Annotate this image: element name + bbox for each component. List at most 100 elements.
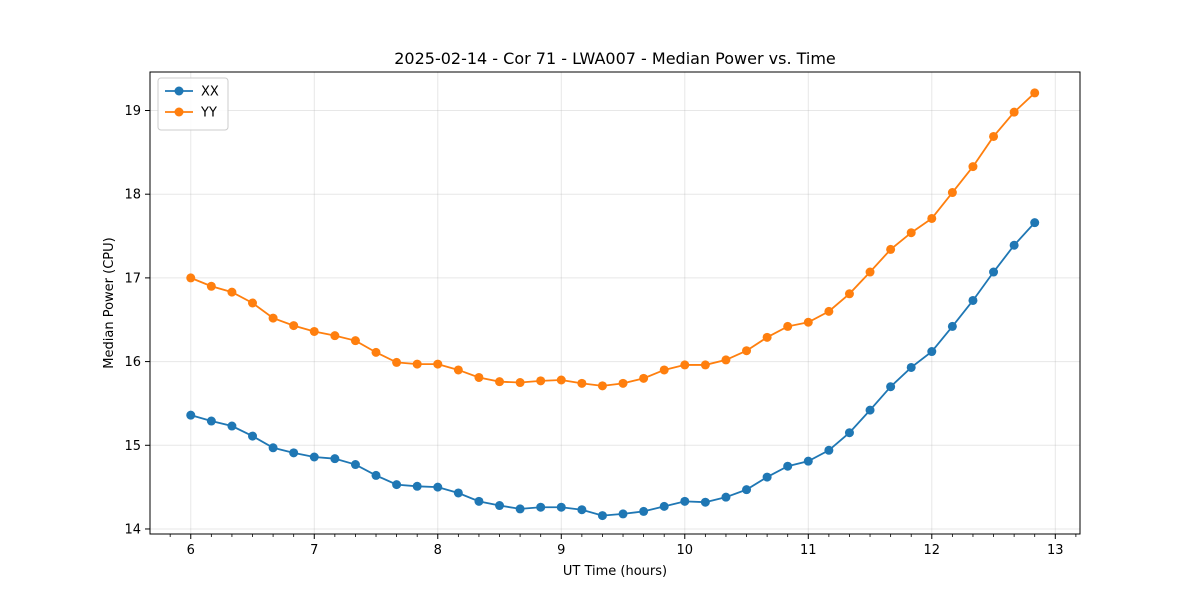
data-point-xx — [1009, 240, 1019, 250]
data-point-xx — [639, 506, 649, 516]
data-point-yy — [330, 331, 340, 341]
data-point-yy — [906, 228, 916, 238]
x-tick-label: 6 — [187, 543, 195, 558]
y-tick-label: 15 — [124, 439, 141, 454]
data-point-xx — [700, 497, 710, 507]
data-point-yy — [824, 306, 834, 316]
data-point-xx — [433, 482, 443, 492]
data-point-yy — [762, 332, 772, 342]
data-point-yy — [268, 313, 278, 323]
data-point-yy — [392, 357, 402, 367]
data-point-yy — [556, 375, 566, 385]
x-tick-label: 7 — [310, 543, 318, 558]
data-point-yy — [186, 273, 196, 283]
data-point-xx — [371, 470, 381, 480]
data-point-xx — [742, 485, 752, 495]
y-tick-label: 18 — [124, 188, 141, 203]
data-point-yy — [968, 162, 978, 172]
data-point-xx — [968, 295, 978, 305]
data-point-yy — [227, 287, 237, 297]
x-tick-label: 12 — [924, 543, 941, 558]
data-point-xx — [515, 504, 525, 514]
data-point-xx — [762, 472, 772, 482]
data-point-xx — [412, 481, 422, 491]
data-point-xx — [577, 505, 587, 515]
x-axis-label: UT Time (hours) — [563, 564, 667, 579]
data-point-yy — [371, 347, 381, 357]
data-point-xx — [618, 509, 628, 519]
data-point-yy — [350, 336, 360, 346]
data-point-xx — [206, 416, 216, 426]
data-point-yy — [495, 377, 505, 387]
data-point-yy — [639, 373, 649, 383]
chart-title: 2025-02-14 - Cor 71 - LWA007 - Median Po… — [394, 49, 836, 68]
data-point-xx — [536, 502, 546, 512]
data-point-yy — [309, 326, 319, 336]
data-point-xx — [309, 452, 319, 462]
legend-marker-yy — [174, 107, 184, 117]
data-point-yy — [289, 321, 299, 331]
data-point-yy — [844, 289, 854, 299]
data-point-xx — [659, 501, 669, 511]
data-point-xx — [597, 511, 607, 521]
series-group — [186, 88, 1040, 521]
grid-lines — [150, 72, 1080, 534]
data-point-xx — [680, 496, 690, 506]
data-point-yy — [597, 381, 607, 391]
y-tick-label: 19 — [124, 104, 141, 119]
data-point-yy — [515, 378, 525, 388]
legend-label-yy: YY — [200, 106, 217, 121]
data-point-yy — [248, 298, 258, 308]
legend-marker-xx — [174, 86, 184, 96]
data-point-xx — [268, 443, 278, 453]
data-point-xx — [248, 431, 258, 441]
data-point-xx — [824, 445, 834, 455]
y-axis-label: Median Power (CPU) — [102, 237, 117, 368]
data-point-xx — [803, 456, 813, 466]
data-point-yy — [700, 360, 710, 370]
y-tick-label: 14 — [124, 522, 141, 537]
data-point-xx — [844, 428, 854, 438]
x-tick-label: 11 — [800, 543, 817, 558]
data-point-xx — [227, 421, 237, 431]
x-tick-label: 8 — [434, 543, 442, 558]
y-tick-label: 17 — [124, 271, 141, 286]
data-point-xx — [392, 480, 402, 490]
data-point-yy — [618, 378, 628, 388]
data-point-xx — [556, 502, 566, 512]
data-point-yy — [659, 365, 669, 375]
data-point-yy — [474, 372, 484, 382]
data-point-yy — [783, 321, 793, 331]
data-point-yy — [886, 244, 896, 254]
data-point-xx — [474, 496, 484, 506]
data-point-yy — [577, 378, 587, 388]
data-point-yy — [742, 346, 752, 356]
y-tick-label: 16 — [124, 355, 141, 370]
data-point-xx — [906, 362, 916, 372]
data-point-yy — [721, 355, 731, 365]
data-point-xx — [1030, 218, 1040, 228]
data-point-xx — [721, 492, 731, 502]
data-point-xx — [330, 454, 340, 464]
data-point-yy — [865, 267, 875, 277]
data-point-xx — [886, 382, 896, 392]
data-point-xx — [289, 448, 299, 458]
data-point-yy — [927, 213, 937, 223]
data-point-xx — [495, 501, 505, 511]
data-point-yy — [947, 188, 957, 198]
data-point-yy — [1030, 88, 1040, 98]
x-tick-label: 13 — [1047, 543, 1064, 558]
axes: 6 7 8 9 10 11 12 13 14 15 16 17 18 19 — [124, 104, 1077, 558]
data-point-yy — [433, 359, 443, 369]
data-point-xx — [865, 405, 875, 415]
plot-frame — [149, 71, 1081, 535]
data-point-xx — [783, 461, 793, 471]
data-point-xx — [947, 321, 957, 331]
data-point-xx — [989, 267, 999, 277]
data-point-yy — [453, 365, 463, 375]
legend: XX YY — [157, 77, 229, 131]
data-point-yy — [536, 376, 546, 386]
legend-label-xx: XX — [201, 85, 219, 100]
x-tick-label: 10 — [677, 543, 694, 558]
